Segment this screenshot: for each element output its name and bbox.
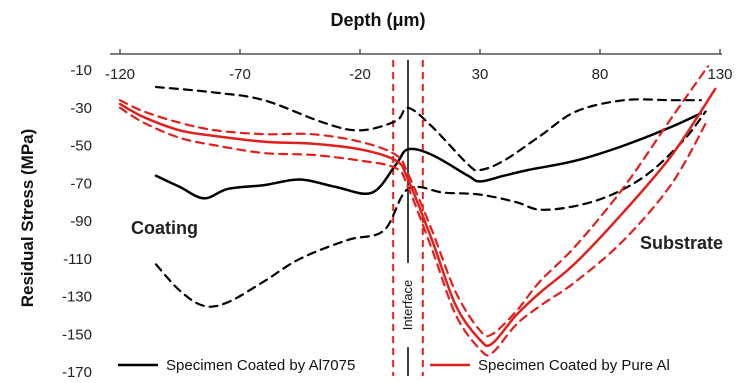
interface-label: Interface <box>400 280 415 331</box>
x-tick-label: 30 <box>472 66 489 83</box>
legend-label-pure-al: Specimen Coated by Pure Al <box>478 357 670 374</box>
series-pure-al-mean <box>118 87 717 348</box>
chart-title: Depth (μm) <box>330 10 425 30</box>
interface-label-background <box>398 263 418 347</box>
y-tick-label: -90 <box>70 213 92 230</box>
series-pure-al-upper <box>118 65 710 338</box>
x-tick-label-group: -120 -70 -20 30 80 130 <box>105 66 733 83</box>
x-tick-group <box>119 49 721 54</box>
y-tick-label: -30 <box>70 100 92 117</box>
y-tick-label: -150 <box>62 326 92 343</box>
coating-label: Coating <box>131 218 198 238</box>
x-tick-label: -120 <box>105 66 135 83</box>
y-tick-label: -50 <box>70 138 92 155</box>
x-tick-label: 80 <box>592 66 609 83</box>
y-tick-label: -170 <box>62 364 92 381</box>
series-group <box>118 65 717 357</box>
x-tick-label: -20 <box>349 66 371 83</box>
series-al7075-upper <box>154 85 702 172</box>
interface-marker: Interface <box>392 60 424 376</box>
y-tick-label: -10 <box>70 62 92 79</box>
x-tick-label: -70 <box>229 66 251 83</box>
y-axis-label: Residual Stress (MPa) <box>18 129 37 308</box>
series-pure-al-lower <box>118 106 710 357</box>
series-al7075-mean <box>154 112 703 200</box>
y-tick-label: -70 <box>70 175 92 192</box>
y-tick-label: -110 <box>63 251 92 268</box>
x-tick-label: 130 <box>707 66 732 83</box>
legend-label-al7075: Specimen Coated by Al7075 <box>166 357 355 374</box>
y-tick-label: -130 <box>62 289 92 306</box>
y-tick-label-group: -10 -30 -50 -70 -90 -110 -130 -150 -170 <box>62 62 92 381</box>
series-al7075-lower <box>154 110 707 308</box>
substrate-label: Substrate <box>640 233 723 253</box>
legend: Specimen Coated by Al7075 Specimen Coate… <box>118 357 670 374</box>
